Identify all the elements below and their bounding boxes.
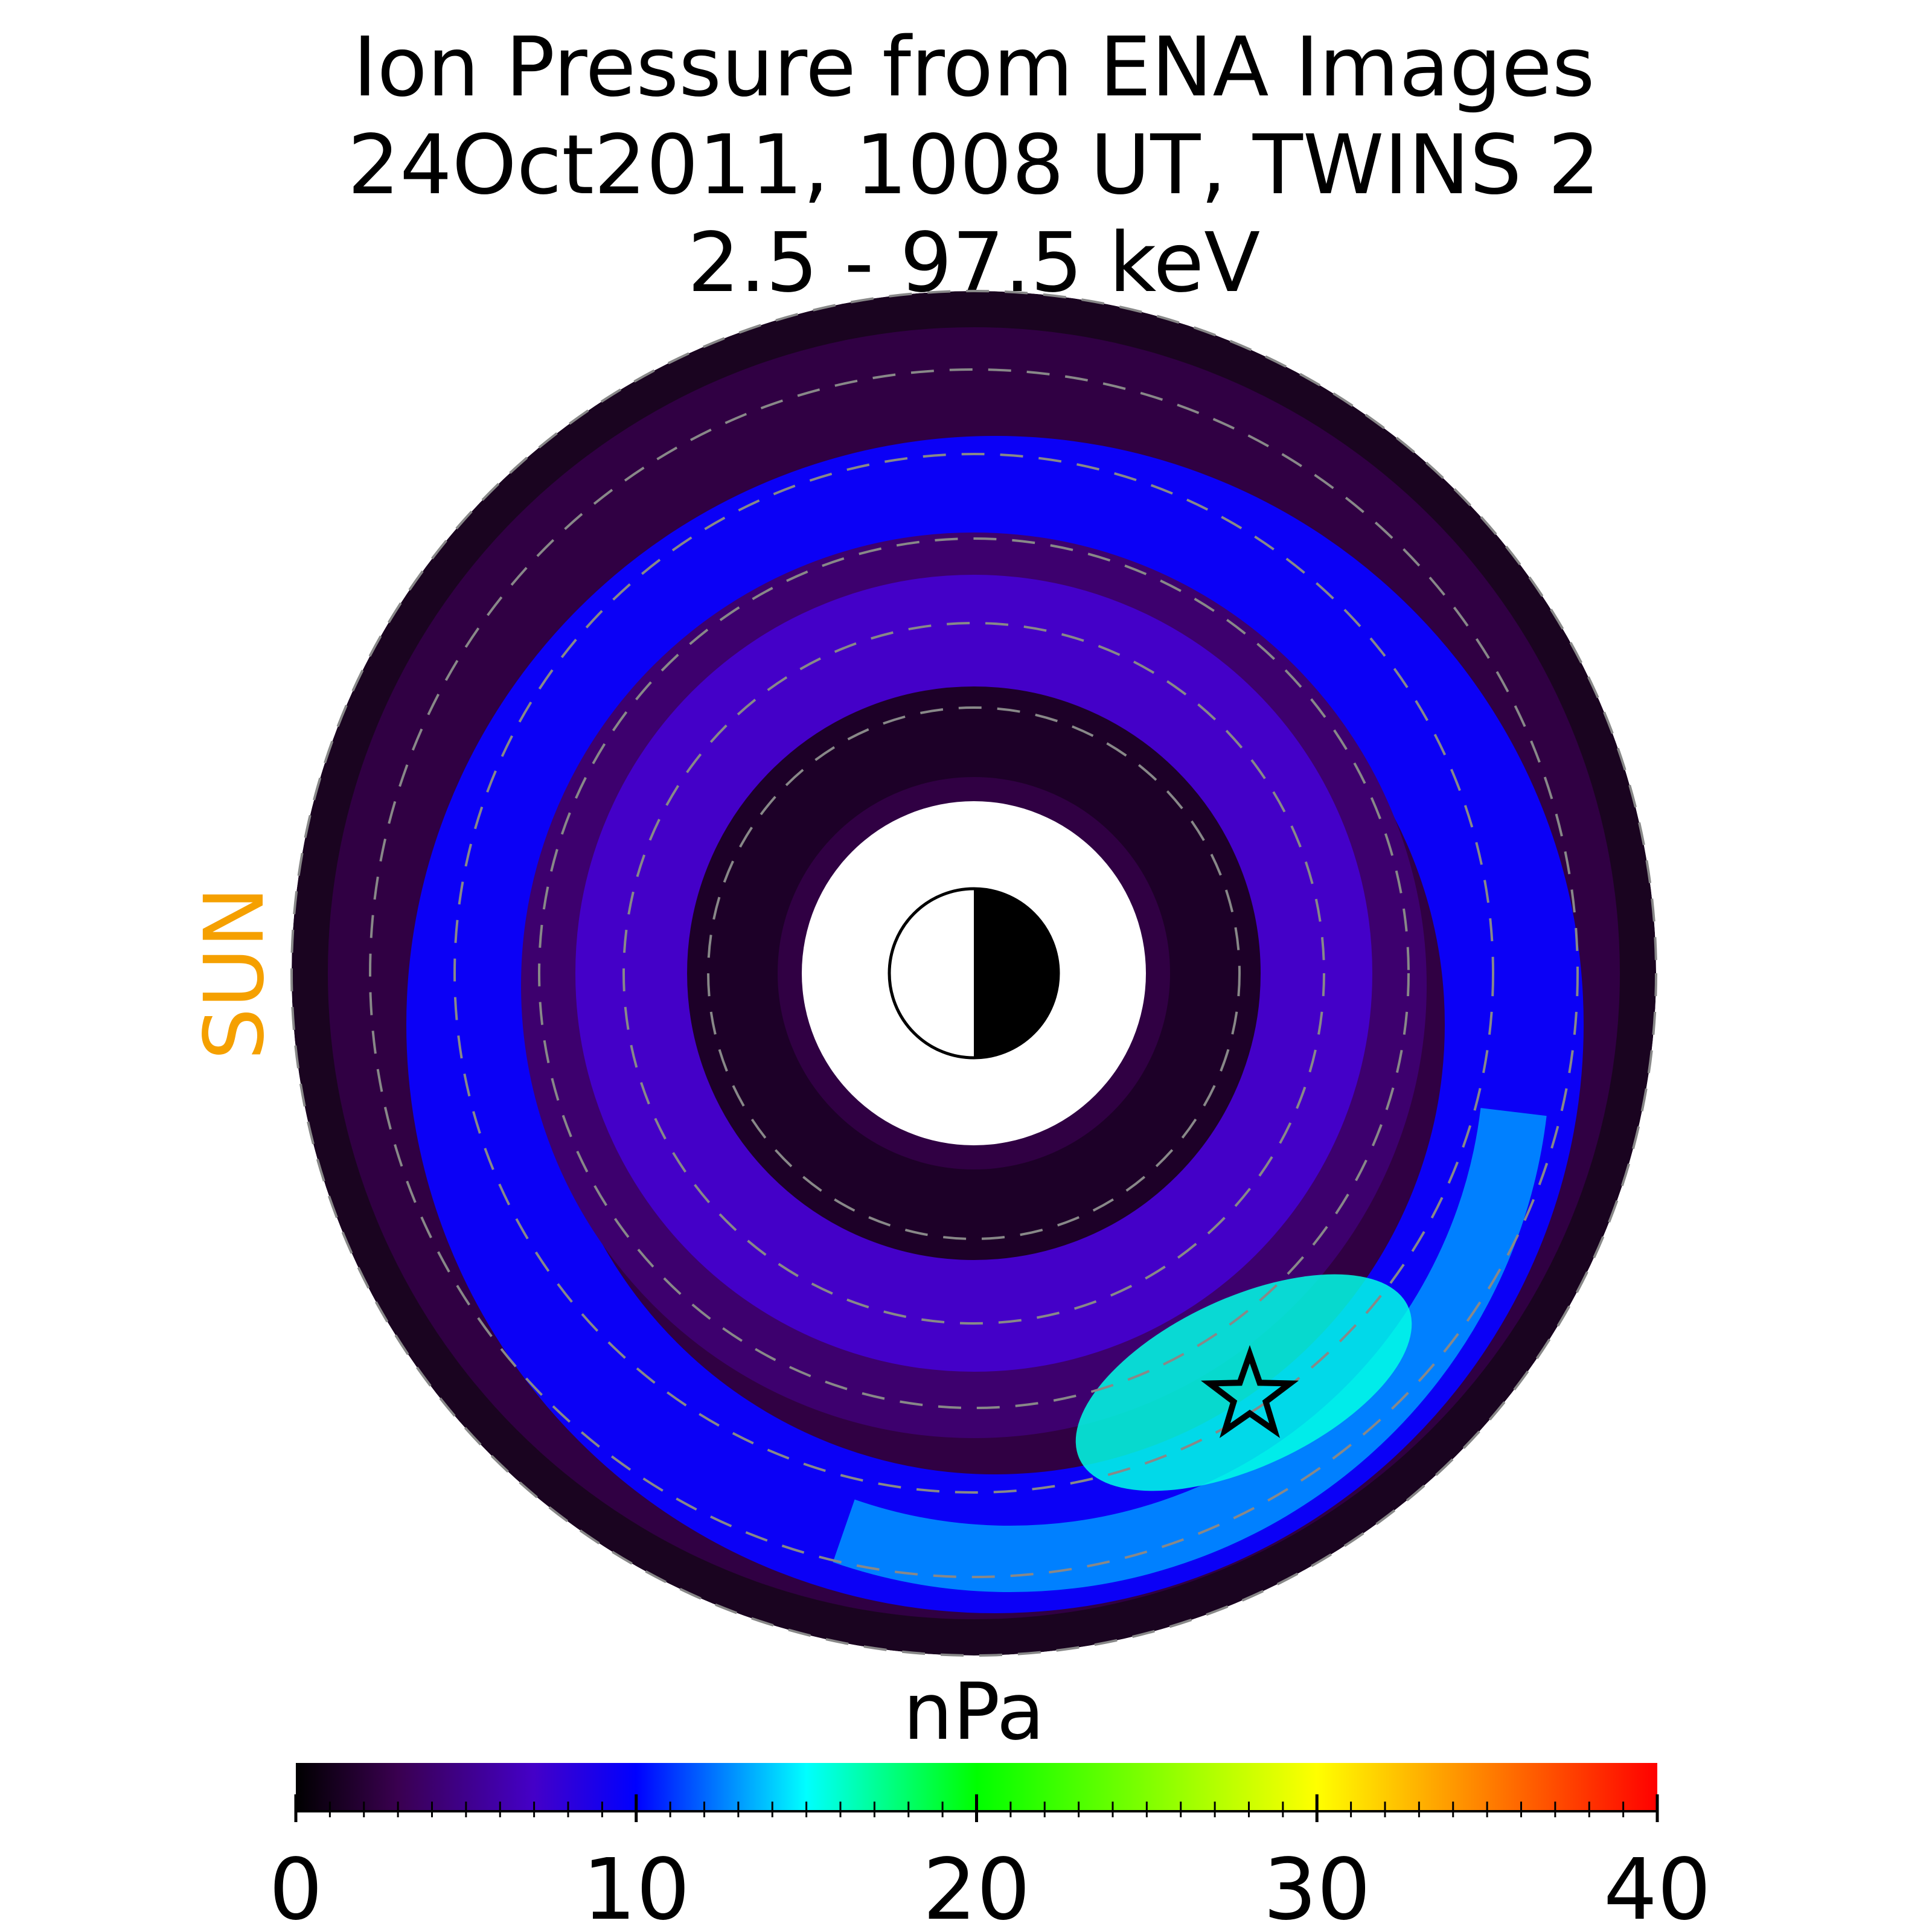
sun-direction-label: SUN (187, 886, 283, 1060)
chart-title-line-2: 24Oct2011, 1008 UT, TWINS 2 (348, 118, 1601, 213)
outer-pressure-ring-core (470, 511, 1550, 1592)
colorbar-tick-label: 0 (269, 1841, 322, 1932)
colorbar-tick-label: 40 (1604, 1841, 1711, 1932)
colorbar-label: nPa (903, 1666, 1045, 1758)
inner-background-ring (687, 686, 1261, 1260)
colorbar-tick-label: 30 (1263, 1841, 1371, 1932)
peak-marker-star-icon (1200, 1345, 1299, 1438)
colorbar-ticks: 0 10 20 30 40 (269, 1794, 1711, 1932)
chart-title-line-1: Ion Pressure from ENA Images (353, 20, 1595, 115)
earth-symbol-icon (888, 887, 1060, 1060)
colorbar-tick-label: 20 (923, 1841, 1030, 1932)
grid-circles (290, 290, 1657, 1657)
colorbar-tick-label: 10 (583, 1841, 690, 1932)
pressure-peak-region (1075, 1274, 1412, 1491)
inner-pressure-ring (575, 575, 1372, 1372)
